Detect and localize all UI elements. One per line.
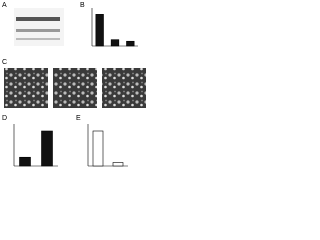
panel-label: C bbox=[2, 59, 7, 66]
bar bbox=[126, 40, 135, 47]
micrograph bbox=[53, 68, 97, 108]
figure: A B C D E bbox=[2, 2, 146, 167]
bar bbox=[95, 14, 104, 47]
micrograph bbox=[102, 68, 146, 108]
bar bbox=[112, 162, 124, 167]
western-blot bbox=[14, 8, 64, 46]
panel-label: B bbox=[80, 2, 85, 9]
micrograph bbox=[4, 68, 48, 108]
bar bbox=[110, 39, 120, 47]
bar bbox=[41, 130, 53, 167]
bar bbox=[19, 156, 31, 167]
panel-label: D bbox=[2, 115, 7, 122]
panel-label: A bbox=[2, 2, 7, 9]
panel-label: E bbox=[76, 115, 81, 122]
bar bbox=[92, 130, 104, 167]
